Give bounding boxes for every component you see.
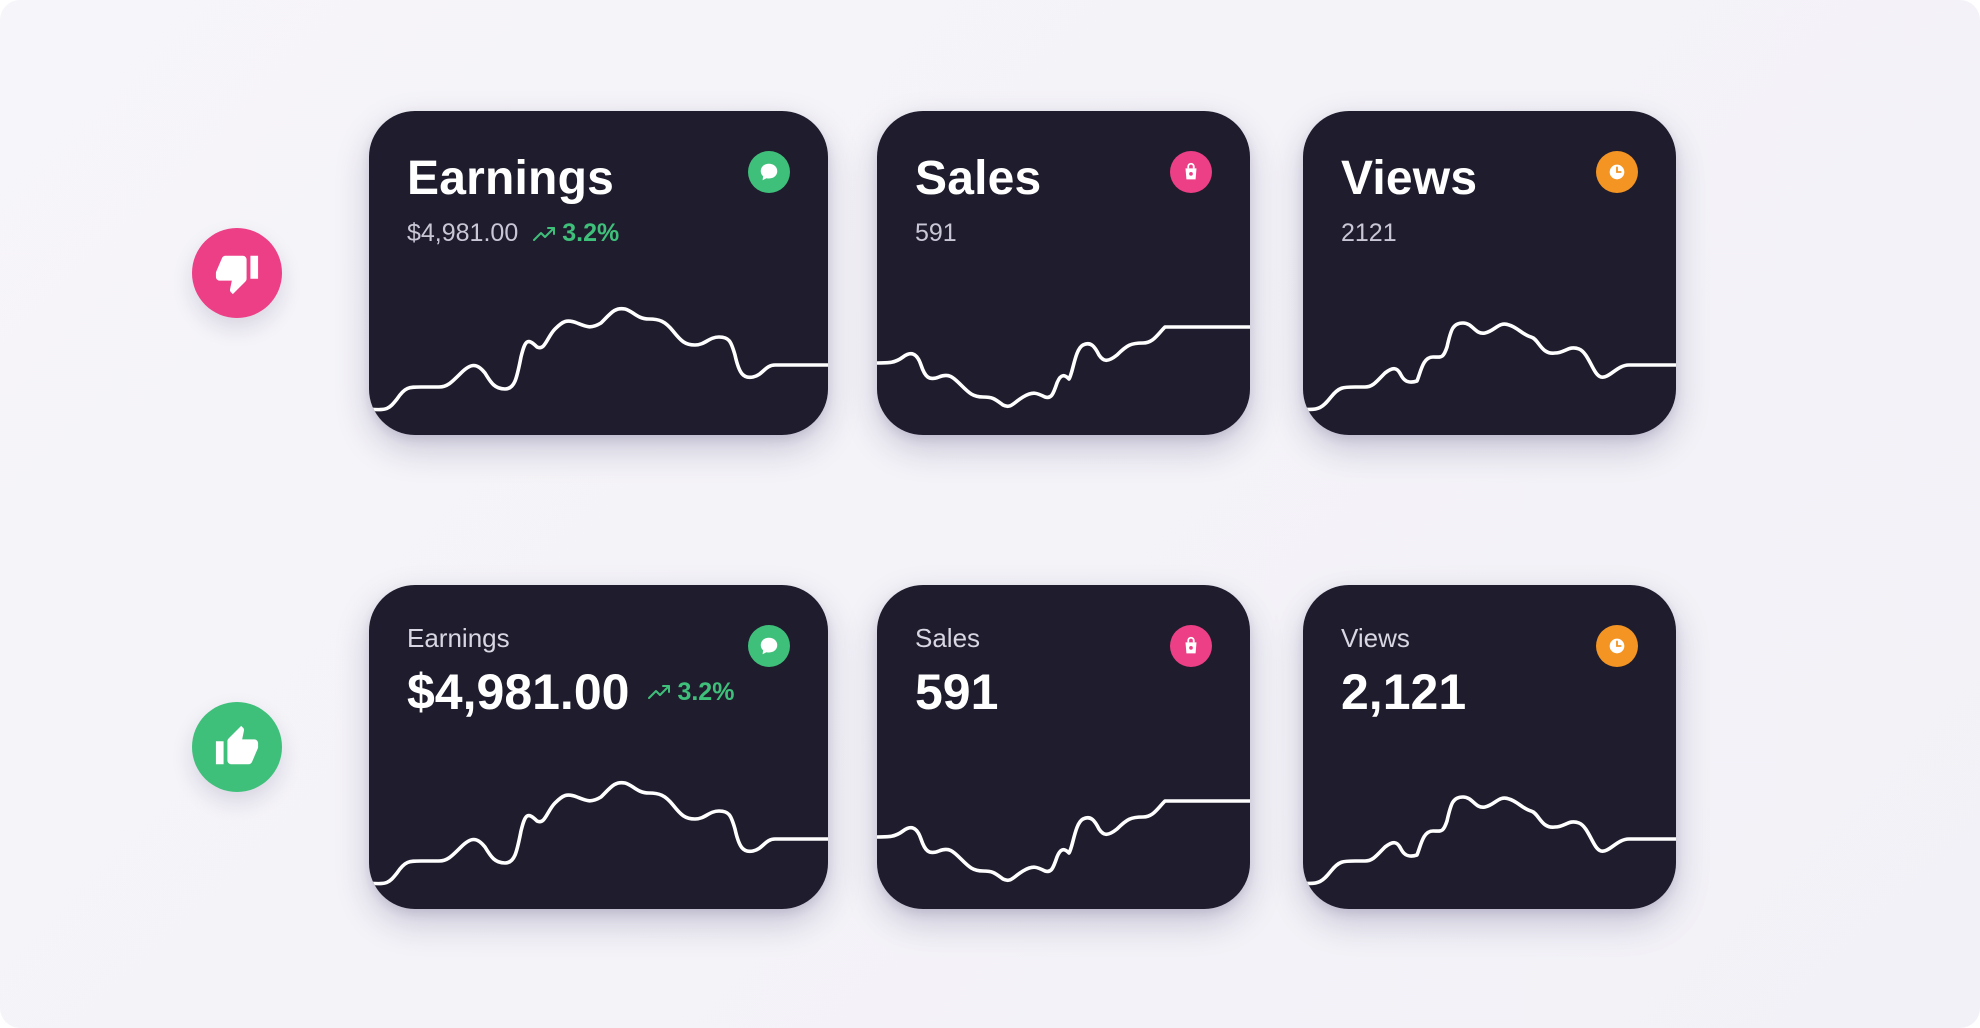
trend-indicator: 3.2% (647, 678, 734, 707)
card-title: Earnings (407, 623, 510, 653)
sales-card[interactable]: Sales 591 (877, 111, 1250, 435)
shopping-bag-icon (1170, 151, 1212, 193)
trend-value: 3.2% (562, 219, 620, 247)
trend-up-icon (648, 685, 671, 699)
card-title: Sales (915, 623, 981, 653)
sparkline-chart (369, 306, 828, 412)
sales-card[interactable]: Sales 591 (877, 585, 1250, 909)
card-value: 591 (915, 219, 957, 247)
card-title: Views (1341, 623, 1410, 653)
sparkline-chart (877, 325, 1250, 409)
sparkline-chart (877, 799, 1250, 883)
sparkline-chart (369, 780, 828, 886)
earnings-card[interactable]: Earnings $4,981.00 3.2% (369, 111, 828, 435)
chat-bubble-icon (748, 151, 790, 193)
sparkline-chart (1303, 795, 1676, 886)
card-value: $4,981.00 3.2% (407, 663, 734, 721)
card-title: Earnings (407, 152, 614, 205)
card-value: 591 (915, 664, 999, 720)
sparkline-chart (1303, 321, 1676, 412)
clock-icon (1596, 625, 1638, 667)
clock-icon (1596, 151, 1638, 193)
earnings-value: $4,981.00 (407, 664, 630, 720)
chat-bubble-icon (748, 625, 790, 667)
card-title: Sales (915, 152, 1042, 205)
earnings-value: $4,981.00 (407, 219, 519, 247)
earnings-card[interactable]: Earnings $4,981.00 3.2% (369, 585, 828, 909)
card-value: $4,981.00 3.2% (407, 219, 619, 248)
card-value: 2,121 (1341, 664, 1467, 720)
card-title: Views (1341, 152, 1478, 205)
trend-indicator: 3.2% (532, 219, 619, 248)
thumbs-up-icon (192, 702, 282, 792)
views-card[interactable]: Views 2,121 (1303, 585, 1676, 909)
trend-value: 3.2% (677, 677, 735, 706)
thumbs-down-icon (192, 228, 282, 318)
views-card[interactable]: Views 2121 (1303, 111, 1676, 435)
card-value: 2121 (1341, 219, 1397, 247)
trend-up-icon (533, 226, 556, 241)
shopping-bag-icon (1170, 625, 1212, 667)
